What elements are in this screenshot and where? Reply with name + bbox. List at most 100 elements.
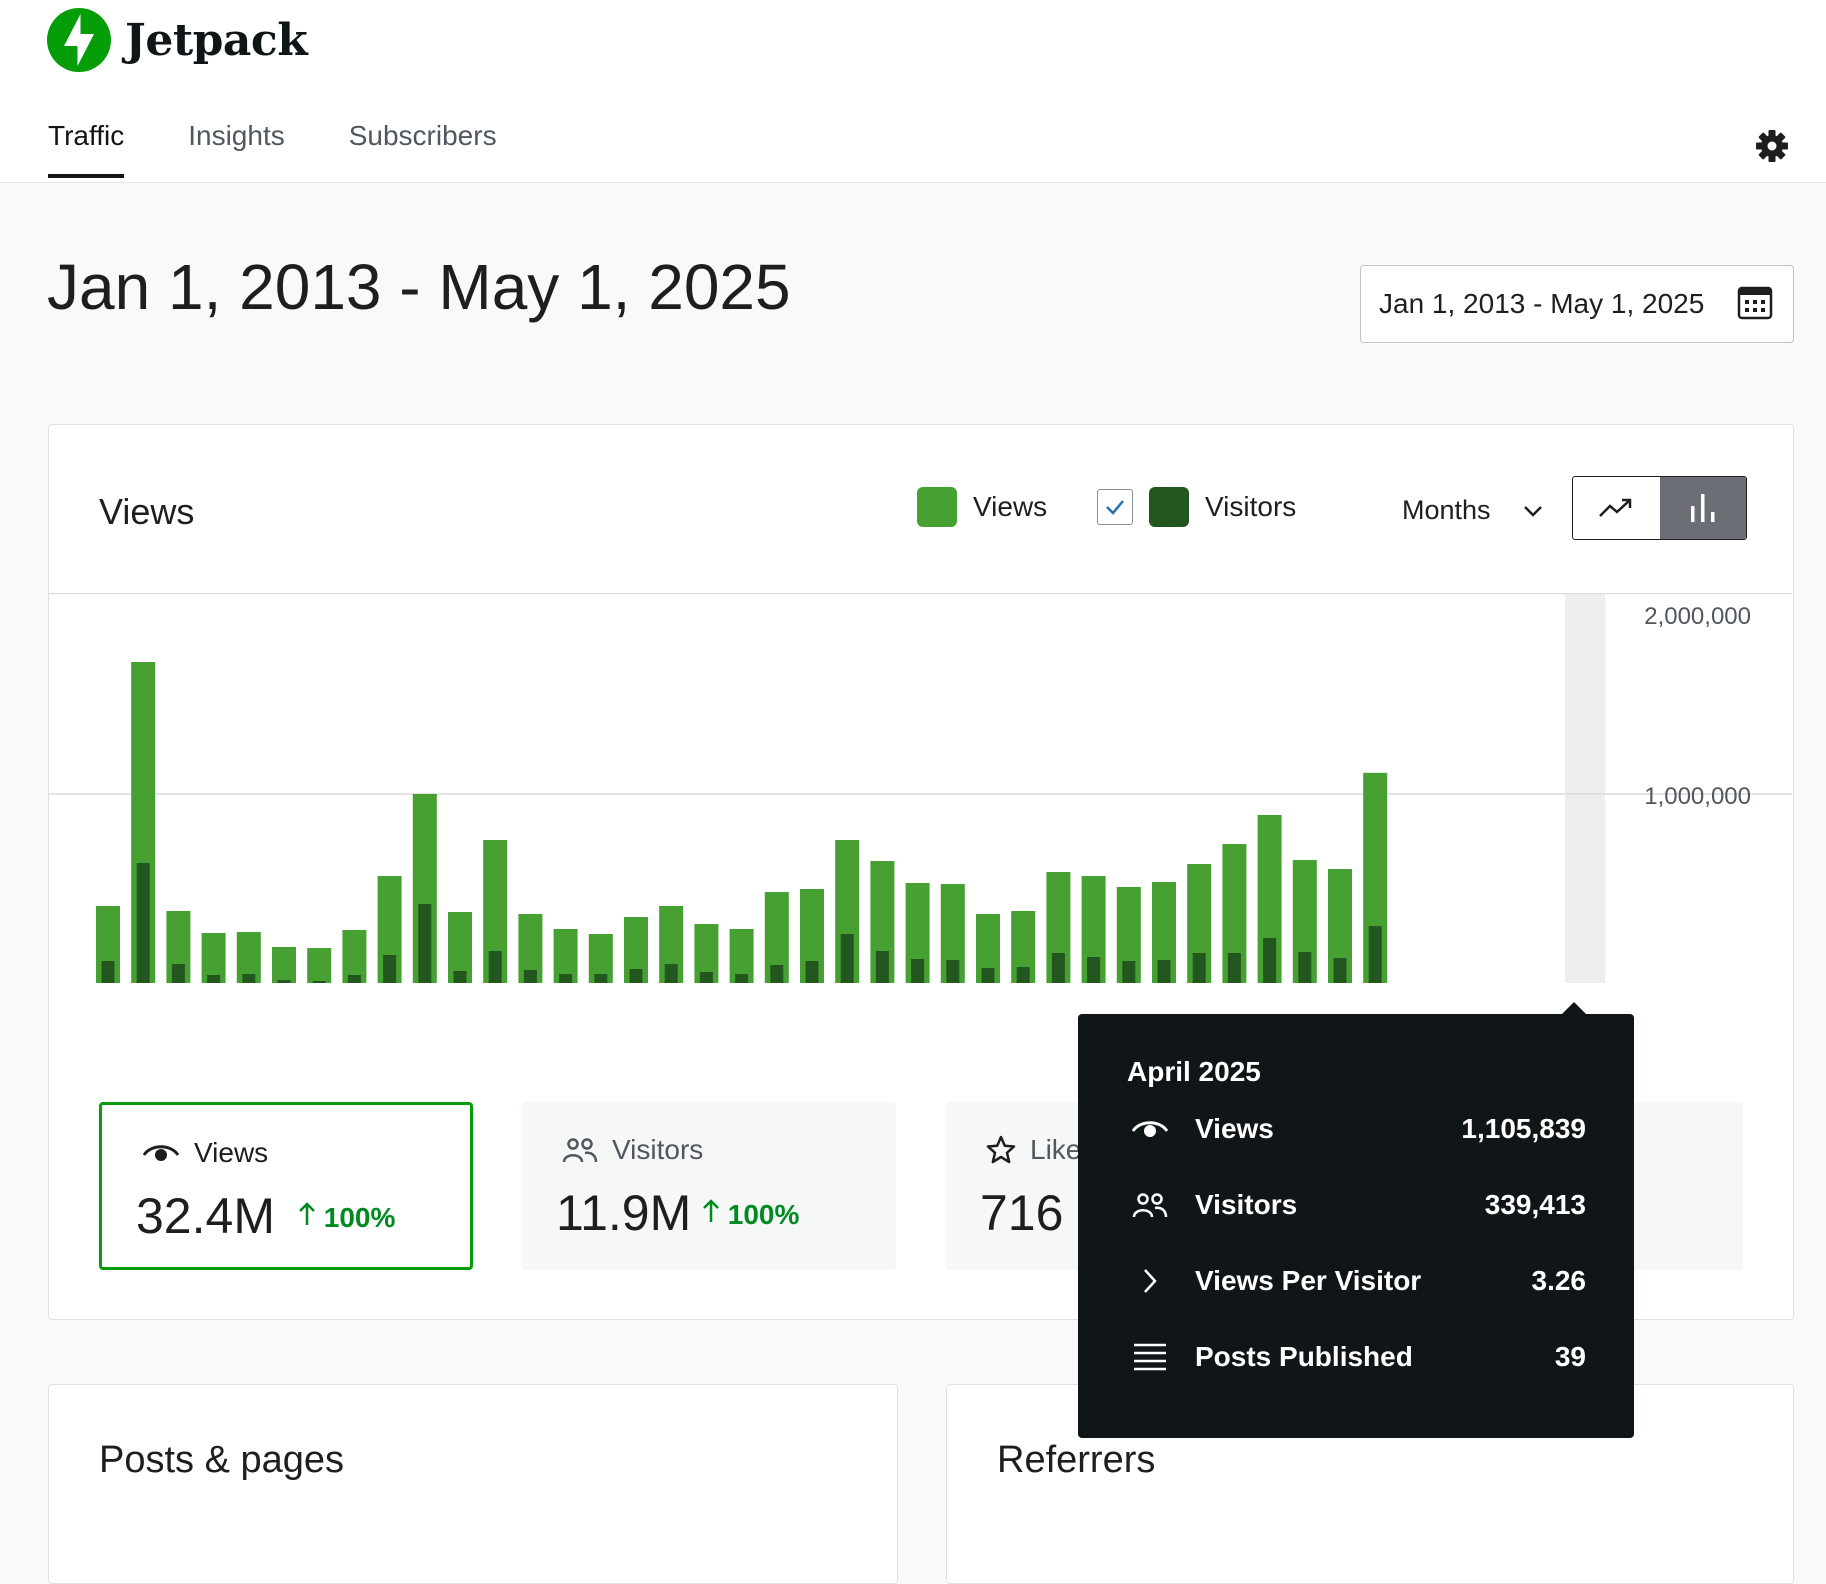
bar-chart-button[interactable] [1659, 477, 1746, 539]
visitors-bar[interactable] [735, 974, 749, 983]
views-bar[interactable] [201, 933, 226, 983]
visitors-bar[interactable] [1122, 961, 1136, 983]
tooltip-label: Views [1195, 1113, 1274, 1144]
views-bar[interactable] [342, 930, 367, 983]
tooltip-row-views-per-visitor: Views Per Visitor 3.26 [1130, 1261, 1586, 1301]
chart-tooltip: April 2025 Views 1,105,839 Visitors 339,… [1078, 1002, 1634, 1438]
legend-visitors[interactable]: Visitors [1097, 487, 1296, 527]
visitors-bar[interactable] [242, 974, 256, 983]
views-bar[interactable] [272, 947, 296, 983]
stat-label-text: Visitors [612, 1134, 704, 1165]
visitors-bar[interactable] [981, 968, 995, 983]
visitors-bar[interactable] [418, 904, 432, 983]
top-header: Jetpack Traffic Insights Subscribers [0, 0, 1826, 183]
visitors-bar[interactable] [207, 975, 221, 983]
date-range-label: Jan 1, 2013 - May 1, 2025 [1379, 288, 1705, 319]
visitors-bar[interactable] [171, 964, 185, 983]
visitors-bar[interactable] [101, 961, 115, 983]
visitors-bar[interactable] [453, 971, 467, 983]
arrow-up-icon [703, 1199, 719, 1222]
stat-value: 11.9M [556, 1185, 692, 1241]
stat-label-text: Views [194, 1137, 269, 1168]
visitors-bar[interactable] [488, 951, 502, 983]
tab-traffic[interactable]: Traffic [48, 120, 125, 178]
stat-change: 100% [702, 1198, 799, 1231]
visitors-bar[interactable] [840, 934, 854, 983]
visitors-bar[interactable] [875, 951, 889, 983]
visitors-bar[interactable] [523, 970, 537, 983]
star-icon [986, 1135, 1016, 1164]
tooltip-title: April 2025 [1127, 1056, 1261, 1087]
eye-icon [142, 1145, 180, 1161]
referrers-title: Referrers [997, 1439, 1156, 1481]
visitors-bar[interactable] [1333, 958, 1347, 983]
visitors-bar[interactable] [770, 965, 784, 983]
visitors-bar[interactable] [946, 960, 960, 983]
page-title: Jan 1, 2013 - May 1, 2025 [47, 251, 791, 323]
highlight-band [1565, 593, 1605, 983]
chevron-right-icon [1144, 1269, 1157, 1293]
legend-views-label: Views [973, 491, 1048, 522]
visitors-bar[interactable] [1016, 967, 1030, 983]
views-bar[interactable] [307, 948, 332, 983]
tooltip-label: Visitors [1195, 1189, 1298, 1220]
tooltip-value: 1,105,839 [1461, 1113, 1586, 1144]
visitors-bar[interactable] [594, 974, 608, 983]
visitors-bar[interactable] [312, 981, 326, 983]
views-bar-chart: MayAugNovFebMayAugNovFebMayAugNovFebMay … [49, 593, 1792, 983]
stat-change-value: 100% [727, 1199, 800, 1230]
stat-value: 32.4M [136, 1188, 275, 1244]
tab-insights[interactable]: Insights [188, 120, 285, 151]
eye-icon [1131, 1121, 1169, 1137]
visitors-bar[interactable] [629, 969, 643, 983]
users-icon [1132, 1193, 1168, 1218]
tooltip-row-posts-published: Posts Published 39 [1130, 1337, 1586, 1377]
tooltip-label: Posts Published [1195, 1341, 1413, 1372]
visitors-bar[interactable] [1263, 938, 1277, 983]
visitors-bar[interactable] [559, 974, 573, 983]
visitors-bar[interactable] [664, 964, 678, 983]
posts-pages-title: Posts & pages [99, 1439, 345, 1481]
bars-group [96, 662, 1388, 983]
nav-tabs: Traffic Insights Subscribers [48, 120, 561, 178]
trend-line-icon [1599, 498, 1632, 517]
visitors-bar[interactable] [383, 955, 397, 983]
visitors-checkbox[interactable] [1097, 489, 1133, 525]
visitors-bar[interactable] [1368, 926, 1382, 983]
gear-icon[interactable] [1754, 128, 1790, 164]
stat-value: 716 [980, 1185, 1064, 1241]
visitors-bar[interactable] [1157, 960, 1171, 983]
stat-card-visitors[interactable]: Visitors 11.9M 100% [522, 1102, 896, 1270]
visitors-bar[interactable] [911, 959, 925, 983]
visitors-bar[interactable] [1227, 953, 1241, 983]
list-icon [1134, 1343, 1166, 1371]
tab-subscribers[interactable]: Subscribers [348, 120, 497, 151]
date-range-picker[interactable]: Jan 1, 2013 - May 1, 2025 [1360, 265, 1794, 343]
stat-label-text: Like [1030, 1134, 1082, 1165]
visitors-bar[interactable] [277, 980, 291, 983]
posts-pages-card: Posts & pages [48, 1384, 898, 1584]
stat-card-views[interactable]: Views 32.4M 100% [99, 1102, 473, 1270]
check-icon [1106, 500, 1124, 515]
visitors-bar[interactable] [1298, 952, 1312, 983]
visitors-bar[interactable] [805, 961, 819, 983]
tooltip-label: Views Per Visitor [1195, 1265, 1422, 1296]
stat-label: Visitors [562, 1134, 703, 1166]
visitors-bar[interactable] [136, 863, 150, 983]
app-name: Jetpack [125, 14, 308, 66]
visitors-bar[interactable] [1192, 953, 1206, 983]
visitors-bar[interactable] [347, 975, 361, 983]
period-select[interactable]: Months [1402, 495, 1547, 526]
visitors-bar[interactable] [1051, 953, 1065, 983]
jetpack-logo: Jetpack [47, 8, 308, 72]
jetpack-logo-icon [47, 8, 111, 72]
views-bar[interactable] [1011, 911, 1036, 983]
tooltip-value: 339,413 [1484, 1189, 1586, 1220]
stat-label: Views [142, 1137, 268, 1169]
views-card: Views Views Visitors Months MayAugNovFeb… [48, 424, 1794, 1320]
line-chart-button[interactable] [1573, 477, 1660, 539]
visitors-bar[interactable] [1087, 957, 1101, 983]
tooltip-value: 3.26 [1531, 1265, 1587, 1296]
views-bar[interactable] [236, 932, 261, 983]
visitors-bar[interactable] [699, 972, 713, 983]
